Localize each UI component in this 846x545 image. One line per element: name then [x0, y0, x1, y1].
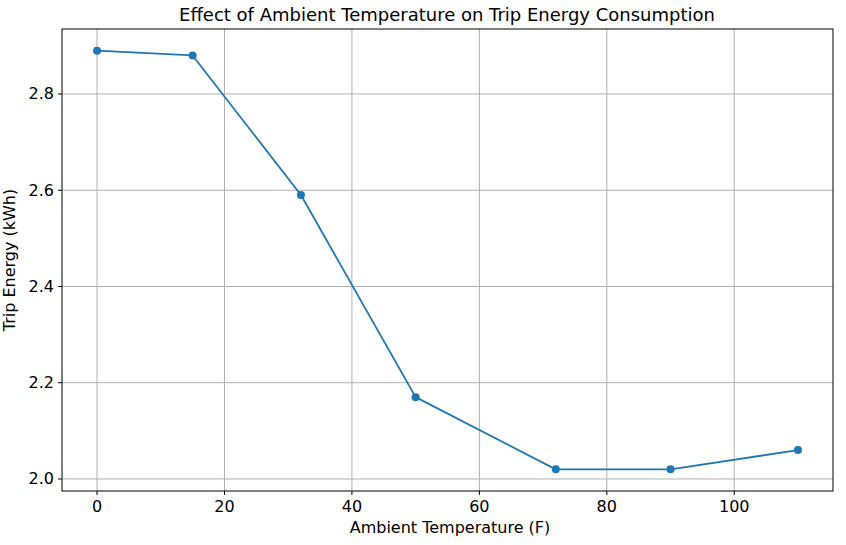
- data-point-marker: [412, 393, 420, 401]
- data-point-marker: [794, 446, 802, 454]
- data-point-marker: [93, 47, 101, 55]
- y-tick-label: 2.6: [29, 181, 54, 200]
- plot-area: [62, 29, 833, 491]
- y-tick-label: 2.4: [29, 277, 54, 296]
- y-axis-label: Trip Energy (kWh): [0, 189, 19, 333]
- data-point-marker: [552, 465, 560, 473]
- line-chart-canvas: 0 20 40 60 80 100 2.0 2.2 2.4 2.6 2.8 Effect of Am…: [0, 0, 846, 545]
- x-axis-label: Ambient Temperature (F): [350, 518, 551, 537]
- chart-title: Effect of Ambient Temperature on Trip En…: [179, 4, 715, 25]
- data-point-marker: [189, 51, 197, 59]
- x-tick-label: 20: [214, 497, 234, 516]
- y-tick-label: 2.8: [29, 84, 54, 103]
- x-tick-label: 60: [469, 497, 489, 516]
- data-point-marker: [667, 465, 675, 473]
- y-tick-label: 2.2: [29, 373, 54, 392]
- y-tick-label: 2.0: [29, 469, 54, 488]
- line-chart-figure: 0 20 40 60 80 100 2.0 2.2 2.4 2.6 2.8 Effect of Am…: [0, 0, 846, 545]
- x-tick-label: 100: [719, 497, 750, 516]
- x-tick-label: 40: [342, 497, 362, 516]
- data-point-marker: [297, 191, 305, 199]
- x-tick-label: 80: [597, 497, 617, 516]
- x-tick-label: 0: [92, 497, 102, 516]
